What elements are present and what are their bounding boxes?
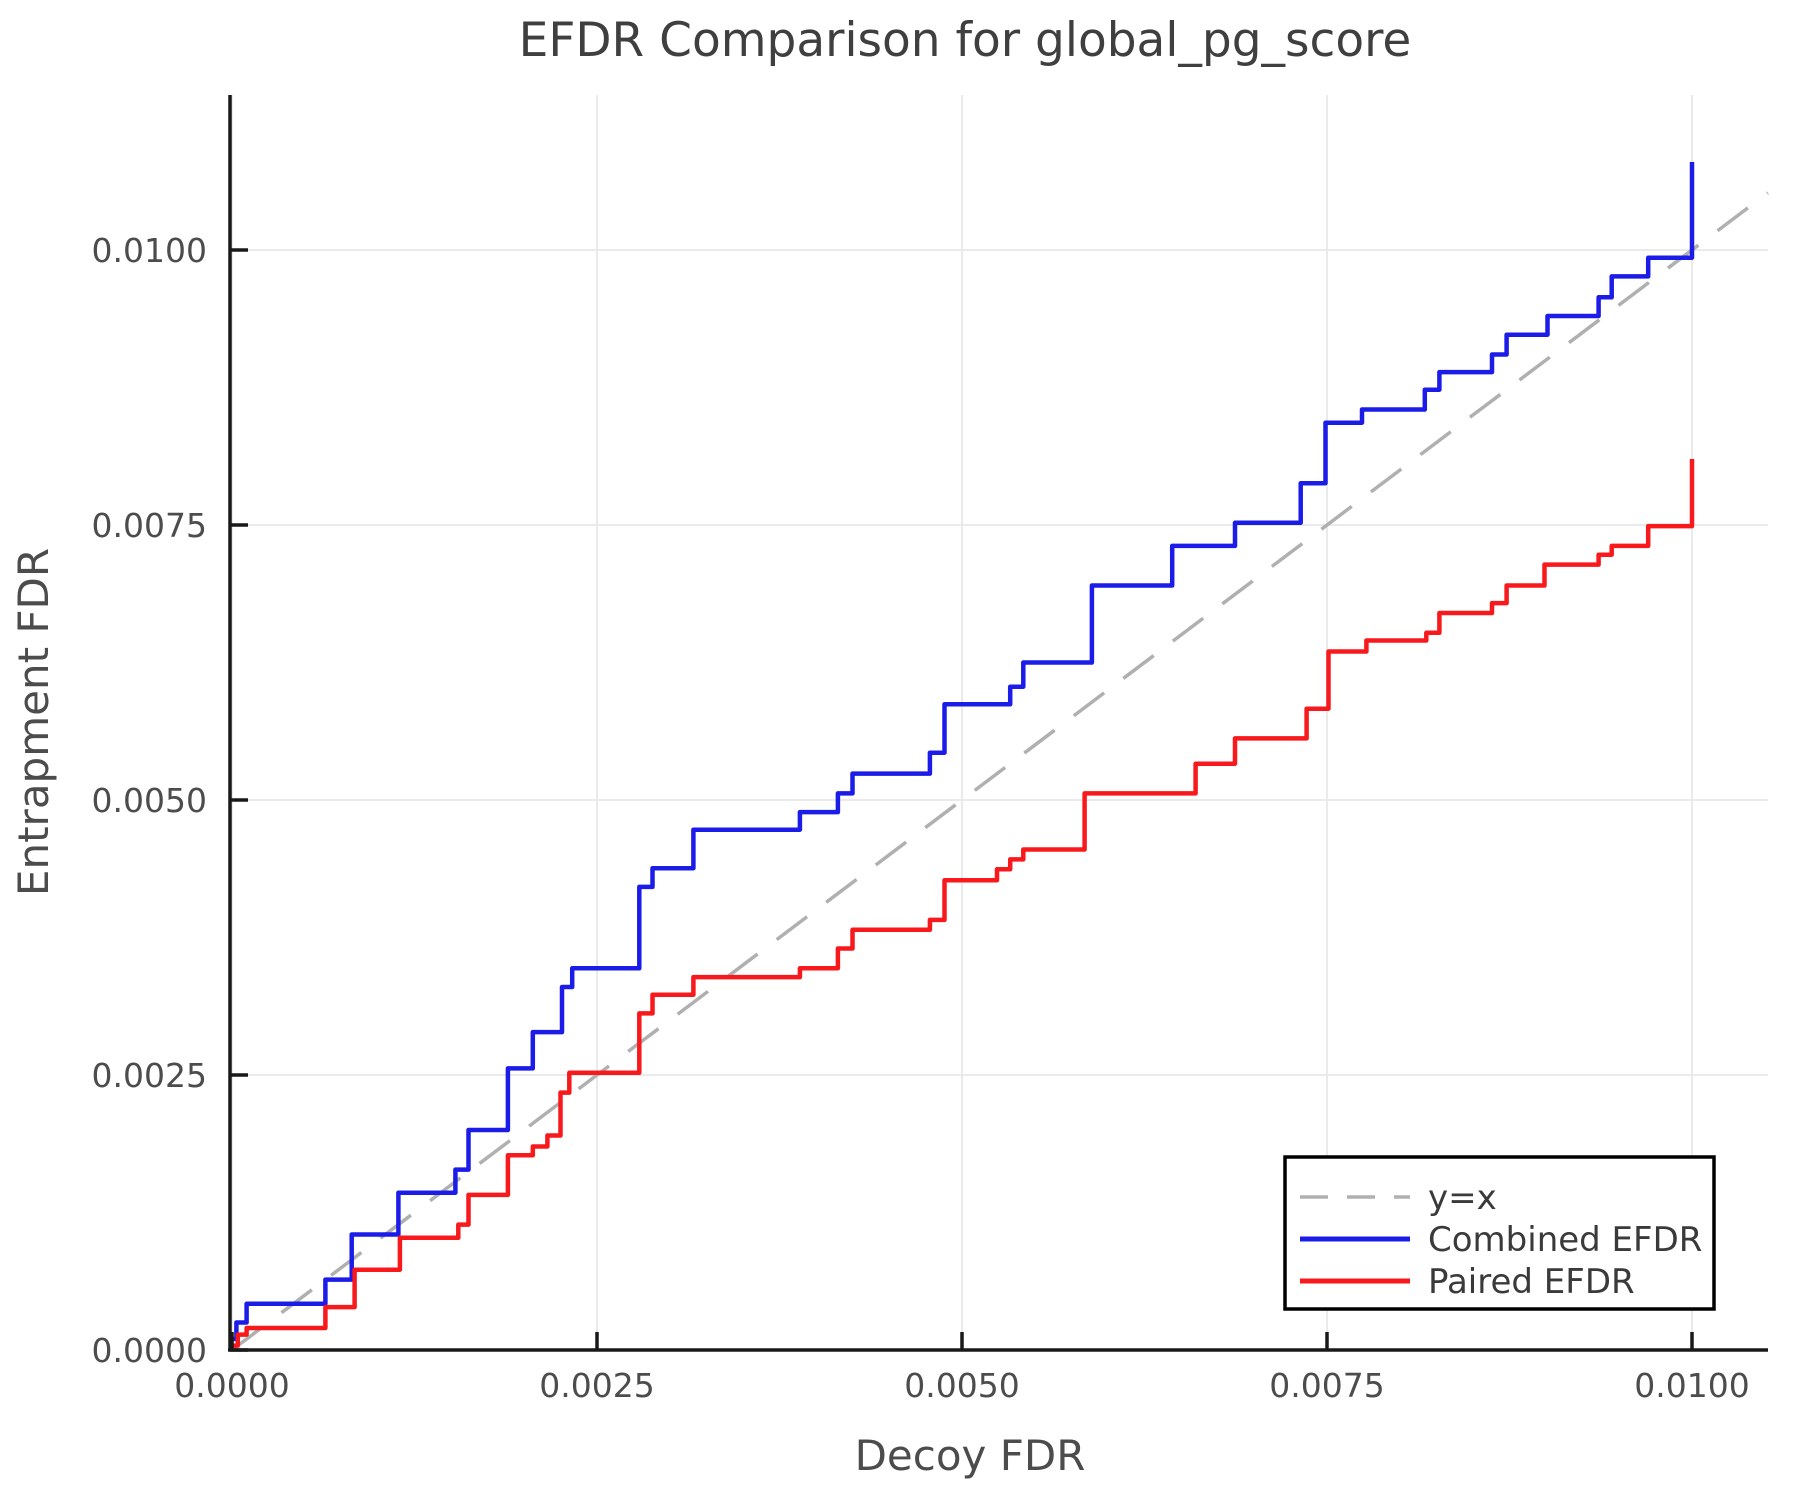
legend: y=x Combined EFDR Paired EFDR xyxy=(1283,1155,1716,1311)
y-tick-label: 0.0025 xyxy=(92,1056,207,1095)
x-tick-label: 0.0100 xyxy=(1634,1366,1749,1405)
combined-efdr-line xyxy=(232,162,1695,1342)
x-tick-label: 0.0075 xyxy=(1269,1366,1384,1405)
legend-entry-combined: Combined EFDR xyxy=(1428,1220,1702,1260)
series-lines xyxy=(230,162,1769,1352)
legend-entry-paired: Paired EFDR xyxy=(1428,1262,1635,1302)
x-tick-label: 0.0025 xyxy=(539,1366,654,1405)
x-axis-label: Decoy FDR xyxy=(855,1431,1086,1480)
tick-labels: 0.0000 0.0025 0.0050 0.0075 0.0100 0.0000 0.00… xyxy=(92,231,1750,1405)
tick-marks xyxy=(230,248,1694,1352)
identity-line xyxy=(230,191,1769,1352)
y-tick-label: 0.0075 xyxy=(92,506,207,545)
axis-spines xyxy=(228,95,1768,1352)
y-tick-label: 0.0000 xyxy=(92,1331,207,1370)
legend-box xyxy=(1283,1155,1716,1311)
y-tick-label: 0.0100 xyxy=(92,231,207,270)
x-tick-label: 0.0000 xyxy=(174,1366,289,1405)
x-tick-label: 0.0050 xyxy=(904,1366,1019,1405)
paired-efdr-line xyxy=(232,459,1695,1348)
y-tick-label: 0.0050 xyxy=(92,781,207,820)
chart-title: EFDR Comparison for global_pg_score xyxy=(519,13,1412,68)
legend-entry-identity: y=x xyxy=(1428,1178,1497,1218)
y-axis-label: Entrapment FDR xyxy=(9,548,58,896)
